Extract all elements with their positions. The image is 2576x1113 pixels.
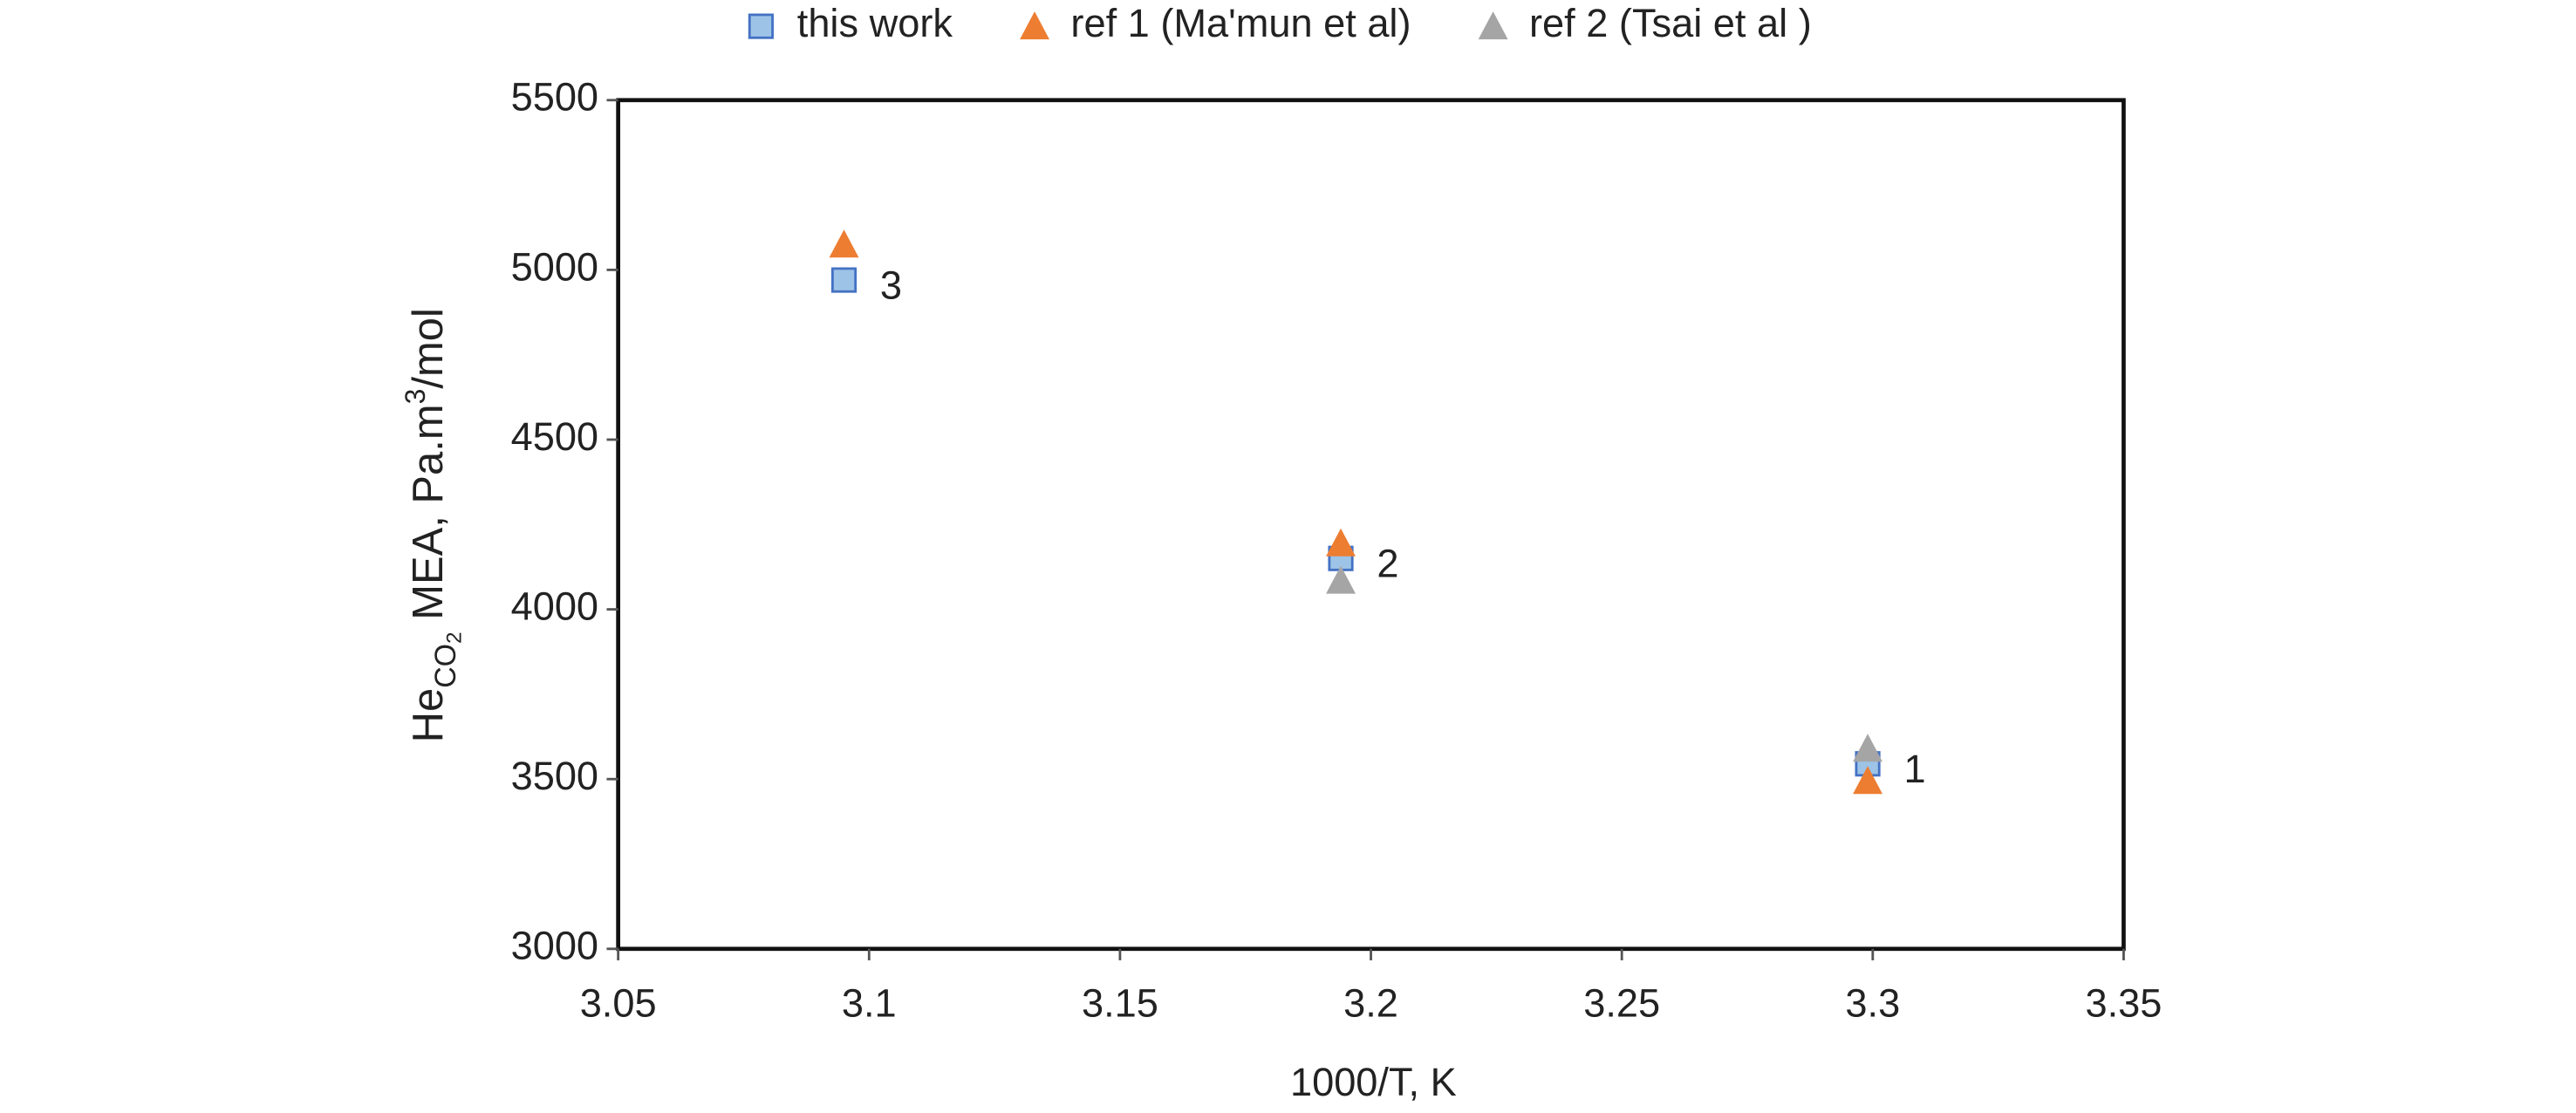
y-tick-label: 5000: [511, 244, 598, 289]
x-tick-label: 3.2: [1343, 981, 1398, 1026]
legend-marker: [1020, 11, 1049, 40]
point: [829, 229, 859, 258]
y-tick-label: 3500: [511, 754, 598, 798]
y-label-subsub: 2: [443, 632, 467, 644]
x-tick-label: 3.25: [1583, 981, 1660, 1026]
y-tick-label: 4500: [511, 414, 598, 459]
x-axis-label: 1000/T, K: [1290, 1060, 1457, 1104]
point: [830, 267, 858, 293]
point: [1326, 565, 1356, 594]
y-tick-label: 5500: [511, 75, 598, 119]
y-tick-label: 4000: [511, 584, 598, 629]
annotation: 1: [1903, 747, 1925, 791]
y-axis-label: HeCO2 MEA, Pa.m3/mol: [400, 308, 466, 742]
x-tick-label: 3.1: [842, 981, 897, 1026]
y-label-sup: 3: [400, 389, 431, 405]
y-label-part: MEA, Pa.m: [405, 404, 452, 632]
point: [1326, 528, 1356, 556]
legend-label: ref 1 (Ma'mun et al): [1070, 1, 1411, 45]
y-label-part: /mol: [405, 308, 452, 388]
y-tick-label: 3000: [511, 924, 598, 968]
legend-label: ref 2 (Tsai et al ): [1529, 1, 1812, 45]
point: [1853, 734, 1882, 762]
annotation: 3: [880, 263, 902, 307]
legend-marker: [1478, 11, 1508, 40]
annotation: 2: [1377, 542, 1398, 586]
x-tick-label: 3.35: [2085, 981, 2162, 1026]
point: [1853, 766, 1882, 795]
x-tick-label: 3.15: [1082, 981, 1158, 1026]
legend-label: this work: [797, 1, 953, 45]
plot-frame: [616, 98, 2126, 952]
x-tick-label: 3.3: [1845, 981, 1900, 1026]
legend-marker: [748, 13, 774, 39]
y-label-part: He: [405, 688, 452, 743]
y-label-sub: CO: [429, 644, 462, 688]
x-tick-label: 3.05: [580, 981, 657, 1026]
